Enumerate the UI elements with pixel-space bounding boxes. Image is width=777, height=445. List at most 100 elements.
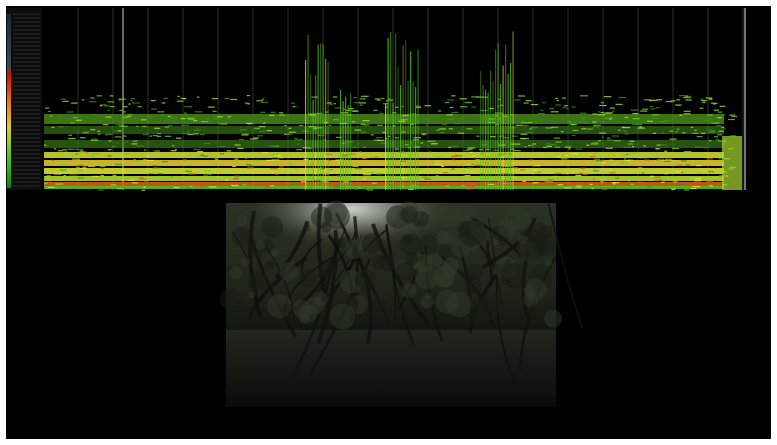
spectral-speck	[375, 137, 383, 139]
spectral-speck	[184, 112, 187, 114]
spectral-speck	[455, 154, 458, 156]
spectral-speck	[362, 120, 370, 122]
spectral-speck	[603, 112, 612, 114]
spectral-speck	[703, 147, 709, 149]
spectral-speck	[109, 95, 114, 97]
spectral-speck	[566, 108, 569, 110]
foliage	[320, 261, 336, 277]
spectral-speck	[183, 163, 188, 165]
spectral-speck	[173, 187, 180, 189]
spectral-speck	[463, 149, 470, 152]
spectral-speck	[291, 187, 298, 189]
spectral-speck	[527, 131, 533, 134]
spectral-speck	[659, 144, 667, 146]
spectral-speck	[119, 109, 123, 111]
spectral-speck	[68, 138, 76, 140]
spectral-speck	[244, 157, 248, 160]
spectral-speck	[122, 111, 127, 113]
spectral-speck	[599, 104, 607, 107]
spectral-speck	[147, 159, 154, 162]
spectral-speck	[431, 143, 439, 145]
spectral-speck	[639, 157, 648, 159]
spectral-speck	[97, 130, 101, 132]
spectral-speck	[461, 184, 465, 186]
spectral-speck	[549, 180, 553, 182]
spectral-speck	[656, 107, 660, 109]
spectral-speck	[427, 140, 436, 142]
spectral-speck	[466, 167, 474, 169]
spectral-speck	[335, 136, 342, 138]
spectral-speck	[422, 134, 425, 136]
spectral-speck	[323, 154, 326, 156]
spectral-speck	[624, 116, 629, 119]
spectral-speck	[162, 178, 170, 180]
spectral-speck	[419, 168, 422, 170]
spectral-speck	[344, 181, 349, 183]
spectral-speck	[318, 186, 323, 188]
spectral-speck	[466, 148, 473, 150]
spectral-speck	[270, 111, 276, 113]
spectrogram-plot	[42, 8, 771, 190]
spectral-speck	[708, 185, 713, 187]
spectral-speck	[215, 158, 219, 160]
spectral-speck	[690, 126, 694, 128]
spectral-speck	[326, 102, 332, 104]
spectral-speck	[246, 95, 251, 97]
spectral-speck	[329, 103, 333, 105]
spectral-speck	[226, 150, 232, 152]
spectral-speck	[150, 100, 156, 102]
spectral-speck	[364, 188, 369, 190]
spectral-speck	[565, 146, 572, 148]
spectral-speck	[425, 124, 429, 126]
spectral-speck	[490, 136, 496, 138]
spectral-speck	[387, 135, 391, 137]
spectral-speck	[367, 189, 374, 191]
spectral-speck	[555, 141, 562, 143]
spectral-speck	[663, 160, 672, 162]
foliage	[420, 295, 434, 309]
spectral-speck	[451, 168, 455, 170]
foliage	[492, 238, 499, 246]
spectral-speck	[487, 121, 496, 123]
spectral-speck	[466, 128, 473, 130]
foliage	[384, 305, 403, 324]
spectral-speck	[360, 123, 366, 125]
spectral-speck	[575, 148, 583, 150]
spectral-speck	[605, 168, 614, 170]
frequency-band	[44, 182, 724, 187]
spectral-speck	[50, 115, 53, 117]
spectral-speck	[675, 171, 682, 173]
spectral-speck	[513, 162, 518, 164]
spectral-speck	[143, 186, 146, 188]
spectral-speck	[476, 96, 484, 98]
spectral-speck	[656, 159, 660, 161]
spectral-speck	[589, 183, 593, 185]
spectral-speck	[321, 181, 329, 183]
spectral-speck	[107, 155, 112, 157]
spectral-speck	[579, 172, 583, 175]
spectral-speck	[410, 123, 415, 125]
spectral-speck	[261, 98, 265, 100]
branch	[264, 244, 296, 323]
spectral-speck	[451, 111, 459, 113]
spectral-speck	[441, 123, 447, 125]
spectral-speck	[143, 181, 149, 183]
foliage	[303, 224, 311, 232]
spectral-speck	[105, 116, 112, 118]
spectral-speck	[637, 127, 645, 129]
spectral-speck	[600, 111, 604, 114]
frequency-scale	[6, 8, 42, 190]
foliage	[240, 257, 250, 267]
spectral-speck	[641, 108, 649, 110]
spectral-speck	[376, 173, 383, 175]
foliage	[264, 260, 276, 271]
burst-streak	[410, 51, 412, 190]
spectral-speck	[161, 161, 168, 163]
spectral-speck	[671, 188, 676, 190]
foliage	[436, 230, 450, 244]
spectral-speck	[157, 111, 165, 113]
spectral-speck	[146, 116, 153, 118]
spectral-speck	[392, 125, 396, 127]
spectral-speck	[424, 178, 432, 180]
spectral-speck	[185, 154, 192, 157]
